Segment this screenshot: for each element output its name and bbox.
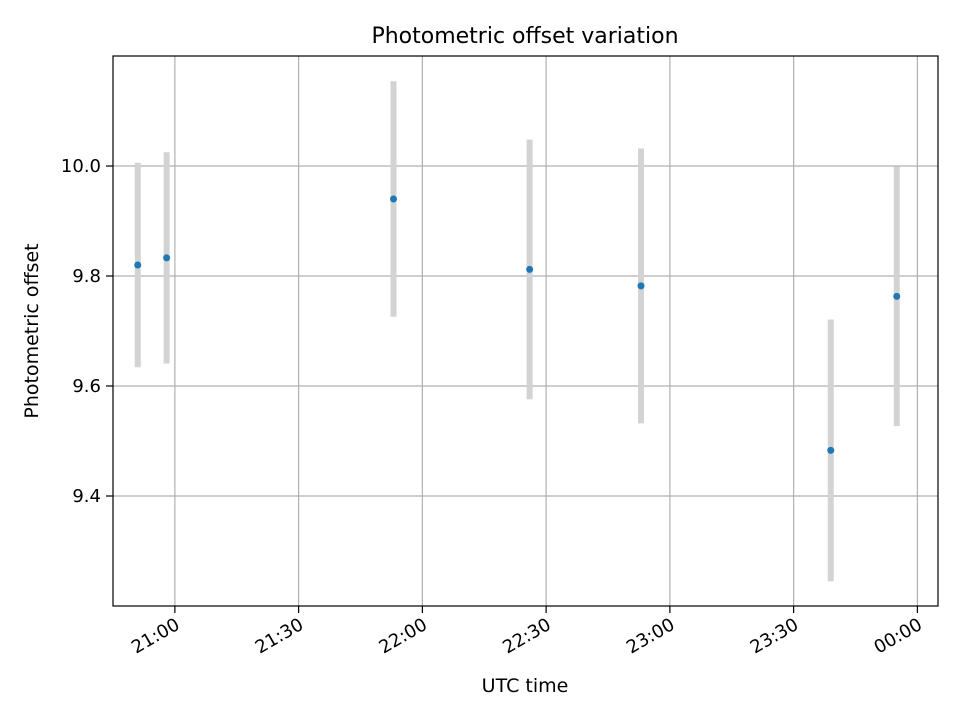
data-point [893, 292, 901, 300]
y-axis-ticks: 9.4 9.6 9.8 10.0 [61, 156, 113, 507]
plot-frame [112, 55, 939, 607]
data-point [163, 254, 171, 262]
grid-lines [113, 56, 938, 606]
data-points [134, 195, 901, 454]
y-tick-label: 9.6 [72, 376, 101, 397]
x-axis-label: UTC time [482, 675, 569, 697]
chart-title: Photometric offset variation [371, 24, 678, 49]
data-point [390, 195, 397, 203]
y-tick-label: 9.8 [72, 266, 101, 287]
y-axis-label: Photometric offset [21, 243, 43, 418]
data-point [526, 265, 534, 273]
data-point [827, 446, 835, 454]
y-tick-label: 9.4 [72, 486, 101, 507]
y-tick-label: 10.0 [61, 156, 101, 177]
data-point [637, 282, 645, 290]
data-point [134, 261, 142, 269]
